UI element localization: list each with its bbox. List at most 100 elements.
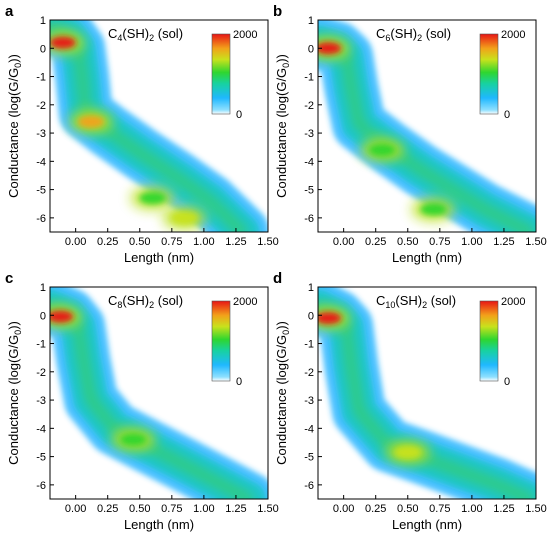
y-tick-label: -1	[304, 72, 314, 84]
colorbar-min-label: 0	[236, 376, 242, 388]
hotspot	[318, 42, 342, 55]
y-axis-label: Conductance (log(G/G0))	[6, 321, 23, 465]
y-tick-label: -6	[304, 213, 314, 225]
hotspot	[318, 312, 342, 325]
y-tick-label: -2	[36, 100, 46, 112]
y-axis-label-tail: ))	[6, 54, 21, 63]
y-tick-label: -4	[36, 423, 46, 435]
y-tick-label: -5	[36, 185, 46, 197]
y-tick-label: -4	[304, 423, 314, 435]
y-tick-label: -3	[36, 128, 46, 140]
y-axis-label-sub: 0	[281, 63, 291, 68]
y-tick-label: -3	[304, 395, 314, 407]
colorbar-max-label: 2000	[233, 296, 257, 308]
y-tick-label: 0	[40, 310, 46, 322]
colorbar-min-label: 0	[236, 109, 242, 121]
hotspot	[394, 446, 421, 459]
x-tick-label: 1.00	[461, 236, 482, 248]
y-axis-label-main: Conductance (log(G/G	[274, 335, 289, 465]
x-tick-label: 1.00	[193, 236, 214, 248]
y-axis-label-tail: ))	[274, 321, 289, 330]
x-tick-label: 0.75	[161, 503, 182, 515]
colorbar	[479, 33, 499, 115]
x-tick-label: 1.50	[525, 503, 546, 515]
colorbar-min-label: 0	[504, 376, 510, 388]
hotspot	[139, 192, 166, 205]
x-tick-label: 1.00	[461, 503, 482, 515]
x-tick-label: 1.50	[257, 236, 278, 248]
hotspot	[50, 310, 74, 323]
x-tick-label: 0.00	[333, 503, 354, 515]
x-axis-label: Length (nm)	[124, 250, 194, 265]
x-tick-label: 0.75	[161, 236, 182, 248]
y-tick-label: -1	[36, 72, 46, 84]
y-tick-label: 1	[308, 282, 314, 294]
plot-frame	[49, 19, 269, 233]
panel-title: C8(SH)2 (sol)	[108, 293, 183, 310]
plot-frame	[317, 19, 537, 233]
y-axis-label-sub: 0	[13, 63, 23, 68]
y-tick-label: 0	[308, 43, 314, 55]
x-tick-label: 1.00	[193, 503, 214, 515]
x-axis-label: Length (nm)	[392, 517, 462, 532]
y-tick-label: -5	[304, 452, 314, 464]
y-tick-label: -1	[36, 339, 46, 351]
x-tick-label: 0.50	[397, 503, 418, 515]
y-tick-label: 1	[40, 282, 46, 294]
colorbar-max-label: 2000	[501, 296, 525, 308]
panel-title: C6(SH)2 (sol)	[376, 26, 451, 43]
y-tick-label: -2	[304, 100, 314, 112]
y-axis-label-tail: ))	[274, 54, 289, 63]
y-axis-label: Conductance (log(G/G0))	[6, 54, 23, 198]
x-tick-label: 1.25	[493, 503, 514, 515]
x-axis-label: Length (nm)	[124, 517, 194, 532]
y-tick-label: -6	[304, 480, 314, 492]
y-tick-label: 1	[40, 15, 46, 27]
y-axis-label-main: Conductance (log(G/G	[274, 68, 289, 198]
colorbar	[479, 300, 499, 382]
panel-letter: d	[273, 270, 282, 287]
panel-letter: a	[5, 3, 14, 20]
y-tick-label: -3	[36, 395, 46, 407]
hotspot	[78, 115, 105, 128]
colorbar-max-label: 2000	[233, 29, 257, 41]
y-tick-label: 1	[308, 15, 314, 27]
heatmap-area	[50, 20, 268, 232]
x-tick-label: 0.50	[129, 236, 150, 248]
panel-title: C10(SH)2 (sol)	[376, 293, 456, 310]
x-tick-label: 0.75	[429, 236, 450, 248]
y-tick-label: -6	[36, 213, 46, 225]
x-tick-label: 1.25	[493, 236, 514, 248]
x-tick-label: 1.50	[525, 236, 546, 248]
y-tick-label: -3	[304, 128, 314, 140]
x-axis-label: Length (nm)	[392, 250, 462, 265]
x-tick-label: 0.50	[397, 236, 418, 248]
x-tick-label: 0.25	[97, 503, 118, 515]
y-tick-label: -2	[36, 367, 46, 379]
x-tick-label: 0.25	[97, 236, 118, 248]
x-tick-label: 1.50	[257, 503, 278, 515]
hotspot	[50, 36, 76, 49]
y-tick-label: -5	[36, 452, 46, 464]
heatmap-area	[318, 20, 536, 232]
panel-letter: c	[5, 270, 13, 287]
colorbar	[211, 33, 231, 115]
x-tick-label: 1.25	[225, 236, 246, 248]
plot-frame	[317, 286, 537, 500]
y-tick-label: 0	[40, 43, 46, 55]
hotspot	[171, 211, 198, 224]
y-axis-label-tail: ))	[6, 321, 21, 330]
x-tick-label: 0.00	[65, 503, 86, 515]
panel-b: 0.00 0.25 0.50 0.75 1.00 1.25 1.50 1 0 -1 -2 -3 -4 -5…	[273, 3, 547, 265]
panel-title: C4(SH)2 (sol)	[108, 26, 183, 43]
x-tick-label: 1.25	[225, 503, 246, 515]
colorbar-max-label: 2000	[501, 29, 525, 41]
y-tick-label: -5	[304, 185, 314, 197]
y-tick-label: -6	[36, 480, 46, 492]
y-tick-label: -4	[36, 156, 46, 168]
y-axis-label-sub: 0	[13, 330, 23, 335]
y-axis-label-sub: 0	[281, 330, 291, 335]
x-tick-label: 0.50	[129, 503, 150, 515]
heatmap-area	[50, 287, 268, 499]
